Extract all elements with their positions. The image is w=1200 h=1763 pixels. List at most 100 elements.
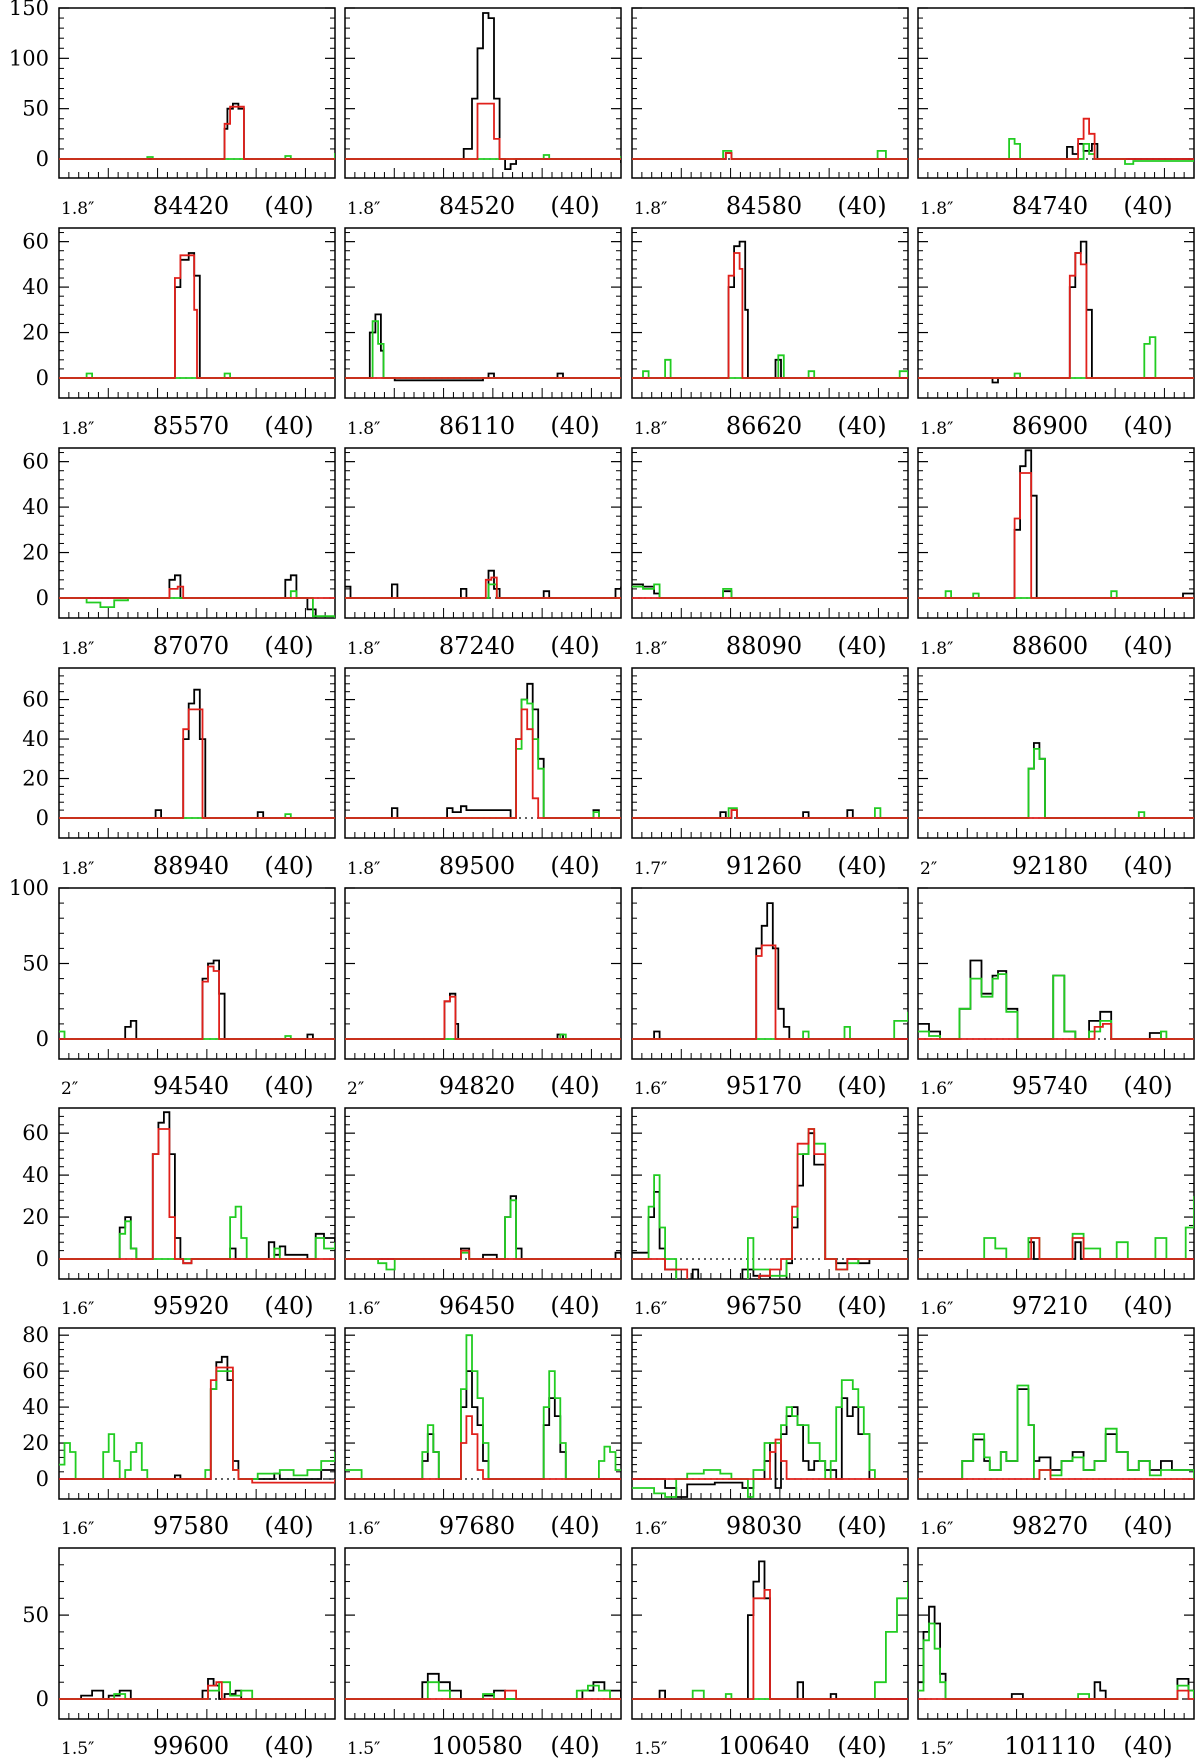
beam-size-label: 1.8″ [634,419,667,439]
red-model-spectrum [632,944,908,1040]
panel-92180: 2″ 92180 (40) [917,667,1195,880]
panel-97680: 1.6″ 97680 (40) [344,1327,622,1540]
frequency-label: 89500 [439,852,515,880]
frequency-label: 94820 [439,1072,515,1100]
red-model-spectrum [59,708,335,819]
velocity-label: (40) [550,1292,599,1320]
red-model-spectrum [59,965,335,1040]
velocity-label: (40) [550,1512,599,1540]
beam-size-label: 1.6″ [920,1299,953,1319]
beam-size-label: 1.6″ [920,1079,953,1099]
frequency-label: 86900 [1012,412,1088,440]
velocity-label: (40) [1123,1072,1172,1100]
green-model-spectrum [632,1379,908,1498]
observed-spectrum [918,449,1194,599]
frequency-label: 101110 [1004,1732,1096,1760]
red-model-spectrum [59,1681,335,1700]
red-model-spectrum [345,1689,621,1700]
beam-size-label: 1.6″ [634,1519,667,1539]
red-model-spectrum [918,1237,1194,1260]
velocity-label: (40) [550,192,599,220]
observed-spectrum [632,1397,908,1498]
beam-size-label: 2″ [61,1079,78,1099]
observed-spectrum [345,1195,621,1260]
beam-size-label: 1.5″ [920,1739,953,1759]
panel-87070: 0 20 40 60 1.8″ 87070 (40) [22,447,336,660]
red-model-spectrum [632,1128,908,1279]
green-model-spectrum [632,150,908,160]
panel-frame [58,1107,336,1280]
red-model-spectrum [345,995,621,1040]
green-model-spectrum [59,1370,335,1480]
velocity-label: (40) [264,1732,313,1760]
red-model-spectrum [918,472,1194,599]
frequency-label: 100580 [431,1732,523,1760]
observed-spectrum [59,102,335,160]
green-model-spectrum [345,583,621,599]
green-model-spectrum [345,1199,621,1271]
velocity-label: (40) [1123,1732,1172,1760]
beam-size-label: 2″ [920,859,937,879]
frequency-label: 86620 [726,412,802,440]
green-model-spectrum [632,1128,908,1279]
red-model-spectrum [345,576,621,599]
y-tick-label: 20 [22,767,49,791]
panel-88090: 1.8″ 88090 (40) [631,447,909,660]
frequency-label: 97210 [1012,1292,1088,1320]
frequency-label: 98270 [1012,1512,1088,1540]
y-tick-label: 0 [36,1247,49,1271]
panel-frame [917,1327,1195,1500]
panel-88600: 1.8″ 88600 (40) [917,447,1195,660]
observed-spectrum [59,688,335,819]
frequency-label: 98030 [726,1512,802,1540]
y-tick-label: 0 [36,806,49,830]
green-model-spectrum [918,336,1194,379]
observed-spectrum [632,902,908,1040]
y-tick-label: 0 [36,1027,49,1051]
green-model-spectrum [918,138,1194,165]
green-model-spectrum [918,748,1194,819]
y-tick-label: 0 [36,147,49,171]
velocity-label: (40) [837,632,886,660]
frequency-label: 96450 [439,1292,515,1320]
observed-spectrum [59,1678,335,1700]
beam-size-label: 1.8″ [920,639,953,659]
frequency-label: 87070 [153,632,229,660]
observed-spectrum [918,143,1194,160]
velocity-label: (40) [837,1072,886,1100]
beam-size-label: 1.8″ [61,419,94,439]
y-tick-label: 60 [22,688,49,712]
red-model-spectrum [918,117,1194,160]
frequency-label: 97580 [153,1512,229,1540]
velocity-label: (40) [550,1072,599,1100]
red-model-spectrum [345,1415,621,1480]
red-model-spectrum [59,585,335,599]
observed-spectrum [632,240,908,379]
frequency-label: 95170 [726,1072,802,1100]
red-model-spectrum [345,708,621,819]
observed-spectrum [345,992,621,1040]
observed-spectrum [59,1111,335,1265]
y-tick-label: 60 [22,1121,49,1145]
green-model-spectrum [345,1681,621,1700]
velocity-label: (40) [1123,192,1172,220]
velocity-label: (40) [1123,1512,1172,1540]
red-model-spectrum [918,252,1194,379]
y-tick-label: 0 [36,1467,49,1491]
y-tick-label: 40 [22,495,49,519]
green-model-spectrum [918,1196,1194,1260]
y-tick-label: 60 [22,230,49,254]
panel-95740: 1.6″ 95740 (40) [917,887,1195,1100]
velocity-label: (40) [550,632,599,660]
beam-size-label: 1.5″ [634,1739,667,1759]
panel-94820: 2″ 94820 (40) [344,887,622,1100]
frequency-label: 96750 [726,1292,802,1320]
red-model-spectrum [59,254,335,379]
green-model-spectrum [918,1622,1194,1700]
beam-size-label: 1.8″ [61,639,94,659]
y-tick-label: 40 [22,1395,49,1419]
frequency-label: 91260 [726,852,802,880]
velocity-label: (40) [837,412,886,440]
observed-spectrum [632,583,908,599]
panel-98030: 1.6″ 98030 (40) [631,1327,909,1540]
